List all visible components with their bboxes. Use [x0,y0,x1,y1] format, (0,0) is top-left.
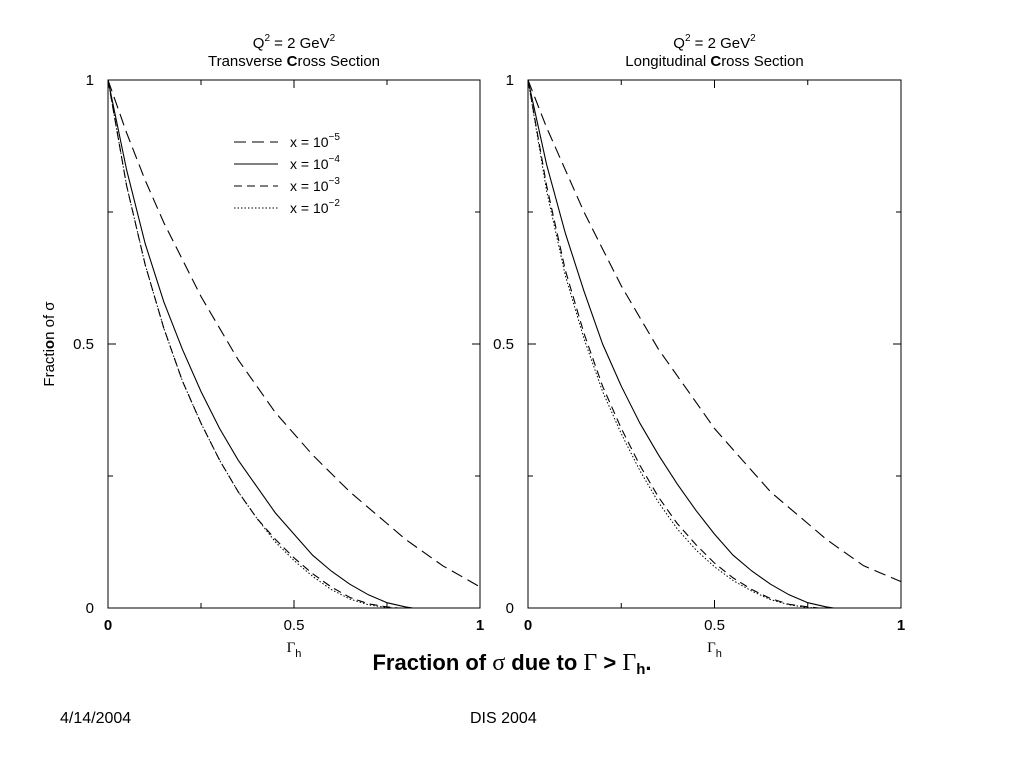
y-tick-label: 0.5 [493,336,514,353]
panel-title: Q2 = 2 GeV2 [253,33,336,52]
legend-label: x = 10−5 [290,132,340,150]
legend-label: x = 10−4 [290,154,340,172]
series-line-3 [107,79,399,609]
x-axis-label: Γh [287,640,302,660]
series-line-4 [527,79,816,609]
caption-pre: Fraction of [372,650,493,675]
panel-subtitle: Longitudinal Cross Section [625,53,803,70]
series-line-3 [527,79,819,609]
plot-frame [527,79,902,609]
x-tick-label: 0 [104,617,112,634]
caption-sigma: σ [492,650,506,676]
x-tick-label: 0.5 [284,617,305,634]
y-axis-label: Fraction of σ [41,301,58,387]
y-tick-label: 0 [86,600,94,617]
x-tick-label: 1 [476,617,484,634]
caption-gt: > [597,650,623,675]
legend-label: x = 10−2 [290,198,340,216]
footer-conference: DIS 2004 [470,710,537,727]
caption-gamma: Γ [583,650,598,676]
panel-title: Q2 = 2 GeV2 [673,33,756,52]
y-tick-label: 1 [86,72,94,89]
caption-period: . [645,650,652,675]
panel-subtitle: Transverse Cross Section [208,53,380,70]
legend-label: x = 10−3 [290,176,340,194]
series-line-1 [107,79,481,588]
caption-gamma-h: Γ [622,650,637,676]
series-line-4 [107,79,395,609]
x-tick-label: 1 [897,617,905,634]
footer-date: 4/14/2004 [60,710,132,727]
figure-caption: Fraction of σ due to Γ > Γh. [0,650,1024,678]
series-line-1 [527,79,902,583]
y-tick-label: 1 [506,72,514,89]
series-line-2 [107,79,414,609]
y-tick-label: 0 [506,600,514,617]
y-tick-label: 0.5 [73,336,94,353]
caption-mid: due to [505,650,584,675]
series-line-2 [527,79,834,609]
x-tick-label: 0 [524,617,532,634]
x-tick-label: 0.5 [704,617,725,634]
caption-sub: h [636,661,646,678]
x-axis-label: Γh [707,640,722,660]
